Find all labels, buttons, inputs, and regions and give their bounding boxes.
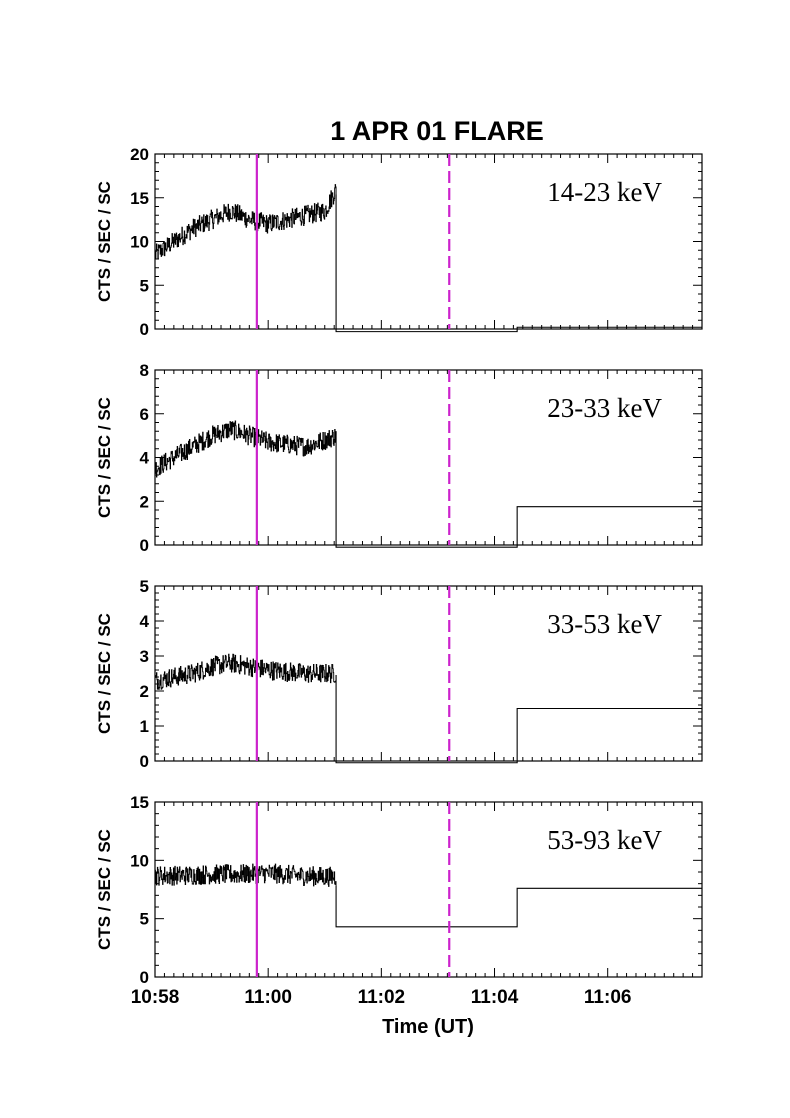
panel-4: 0 5 10 15 CTS / SEC / SC 53-93 keV 10:58 11:00 1…: [95, 793, 703, 1008]
panel-2: 0 2 4 6 8 CTS / SEC / SC 23-33 keV: [95, 361, 703, 555]
y-tick-label: 5: [140, 276, 149, 295]
fine-series-line: [155, 184, 337, 260]
y-tick-label: 15: [130, 793, 149, 812]
y-axis-label: CTS / SEC / SC: [95, 829, 114, 950]
y-axis-label: CTS / SEC / SC: [95, 181, 114, 302]
y-tick-label: 8: [140, 361, 149, 380]
y-axis-label: CTS / SEC / SC: [95, 613, 114, 734]
energy-band-label: 14-23 keV: [547, 177, 662, 207]
y-tick-label: 2: [140, 682, 149, 701]
fine-series-line: [155, 653, 337, 690]
y-axis-label: CTS / SEC / SC: [95, 397, 114, 518]
x-tick-label: 11:06: [584, 987, 632, 1008]
y-tick-label: 20: [130, 145, 149, 164]
chart-title: 1 APR 01 FLARE: [330, 116, 544, 146]
y-tick-label: 2: [140, 492, 149, 511]
coarse-series-line: [335, 885, 702, 928]
y-tick-label: 0: [140, 968, 149, 987]
fine-series-line: [155, 863, 337, 887]
fine-series-line: [155, 420, 337, 478]
x-tick-label: 11:00: [244, 987, 292, 1008]
energy-band-label: 53-93 keV: [547, 825, 662, 855]
y-tick-label: 1: [140, 717, 149, 736]
y-tick-label: 10: [130, 233, 149, 252]
y-tick-label: 0: [140, 320, 149, 339]
y-tick-label: 4: [140, 612, 150, 631]
y-tick-label: 5: [140, 577, 149, 596]
x-tick-label: 10:58: [131, 987, 180, 1008]
x-tick-label: 11:02: [358, 987, 406, 1008]
energy-band-label: 23-33 keV: [547, 393, 662, 423]
coarse-series-line: [335, 431, 702, 548]
coarse-series-line: [335, 194, 702, 333]
x-axis-label: Time (UT): [382, 1016, 474, 1038]
y-tick-label: 0: [140, 752, 149, 771]
y-tick-label: 5: [140, 910, 149, 929]
panel-1: 0 5 10 15 20 CTS / SEC / SC 14-23 keV: [95, 145, 703, 339]
y-tick-label: 6: [140, 405, 149, 424]
y-tick-label: 4: [140, 449, 150, 468]
coarse-series-line: [335, 675, 702, 764]
energy-band-label: 33-53 keV: [547, 609, 662, 639]
y-tick-label: 10: [130, 851, 149, 870]
y-tick-label: 3: [140, 647, 149, 666]
x-tick-label: 11:04: [471, 987, 519, 1008]
panel-3: 0 1 2 3 4 5 CTS / SEC / SC 33-53 keV: [95, 577, 703, 771]
y-tick-label: 0: [140, 536, 149, 555]
y-tick-label: 15: [130, 189, 149, 208]
